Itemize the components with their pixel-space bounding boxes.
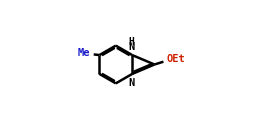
Text: OEt: OEt [167, 54, 185, 64]
Text: Me: Me [77, 47, 90, 58]
Text: N: N [128, 42, 134, 52]
Text: H: H [129, 37, 134, 47]
Text: N: N [128, 78, 134, 87]
